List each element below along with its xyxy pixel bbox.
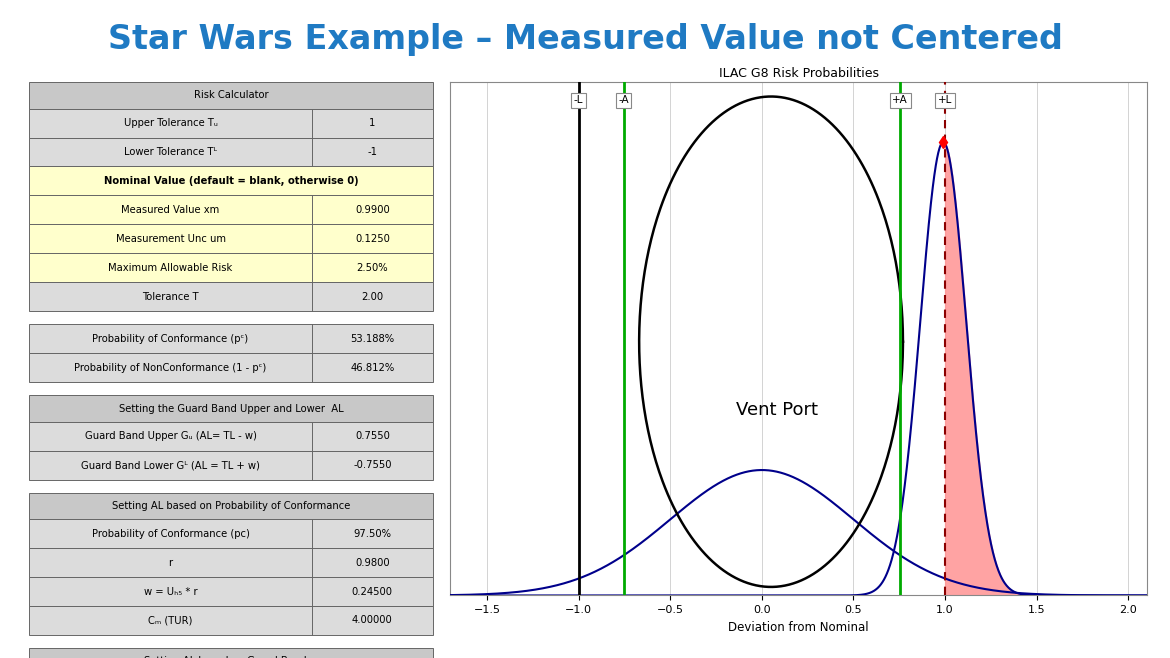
Bar xyxy=(29,519,433,548)
Text: 97.50%: 97.50% xyxy=(353,528,391,539)
Bar xyxy=(29,451,433,480)
Text: Setting the Guard Band Upper and Lower  AL: Setting the Guard Band Upper and Lower A… xyxy=(119,403,343,414)
Bar xyxy=(29,138,433,166)
Text: w = Uₕ₅ * r: w = Uₕ₅ * r xyxy=(144,586,198,597)
Text: 53.188%: 53.188% xyxy=(350,334,394,344)
Text: +L: +L xyxy=(938,95,952,105)
Bar xyxy=(29,195,433,224)
Text: 0.9800: 0.9800 xyxy=(355,557,390,568)
Bar xyxy=(29,606,433,635)
Text: +A: +A xyxy=(893,95,908,105)
Title: ILAC G8 Risk Probabilities: ILAC G8 Risk Probabilities xyxy=(718,66,879,80)
Text: Probability of Conformance (pᶜ): Probability of Conformance (pᶜ) xyxy=(92,334,248,344)
Bar xyxy=(29,577,433,606)
Text: -A: -A xyxy=(618,95,629,105)
Bar xyxy=(29,648,433,658)
Bar xyxy=(29,548,433,577)
Text: Guard Band Lower Gᴸ (AL = TL + w): Guard Band Lower Gᴸ (AL = TL + w) xyxy=(81,460,260,470)
Bar xyxy=(29,324,433,353)
Text: -0.7550: -0.7550 xyxy=(353,460,392,470)
Text: Nominal Value (default = blank, otherwise 0): Nominal Value (default = blank, otherwis… xyxy=(104,176,358,186)
Text: 2.00: 2.00 xyxy=(362,291,384,302)
X-axis label: Deviation from Nominal: Deviation from Nominal xyxy=(728,620,869,634)
Text: Upper Tolerance Tᵤ: Upper Tolerance Tᵤ xyxy=(124,118,218,128)
Bar xyxy=(29,109,433,138)
Text: 2.50%: 2.50% xyxy=(357,263,388,273)
Text: Star Wars Example – Measured Value not Centered: Star Wars Example – Measured Value not C… xyxy=(108,23,1062,56)
Text: r: r xyxy=(168,557,173,568)
Text: Setting AL based on Probability of Conformance: Setting AL based on Probability of Confo… xyxy=(112,501,350,511)
Text: 1: 1 xyxy=(370,118,376,128)
Text: Risk Calculator: Risk Calculator xyxy=(194,90,268,101)
Bar xyxy=(29,395,433,422)
Text: Tolerance T: Tolerance T xyxy=(143,291,199,302)
Bar xyxy=(29,282,433,311)
Text: Measurement Unc um: Measurement Unc um xyxy=(116,234,226,244)
Text: Measured Value xm: Measured Value xm xyxy=(122,205,220,215)
Bar xyxy=(29,253,433,282)
Text: 4.00000: 4.00000 xyxy=(352,615,393,626)
Text: 0.9900: 0.9900 xyxy=(355,205,390,215)
Text: Probability of NonConformance (1 - pᶜ): Probability of NonConformance (1 - pᶜ) xyxy=(75,363,267,373)
Text: Vent Port: Vent Port xyxy=(736,401,818,419)
Text: Setting AL based on Guard Band w: Setting AL based on Guard Band w xyxy=(144,656,318,658)
Bar xyxy=(29,166,433,195)
Text: Cₘ (TUR): Cₘ (TUR) xyxy=(149,615,193,626)
Text: -L: -L xyxy=(574,95,584,105)
Text: Guard Band Upper Gᵤ (AL= TL - w): Guard Band Upper Gᵤ (AL= TL - w) xyxy=(84,431,256,442)
Text: 46.812%: 46.812% xyxy=(350,363,394,373)
Bar xyxy=(29,422,433,451)
Bar xyxy=(29,82,433,109)
Text: 0.7550: 0.7550 xyxy=(355,431,390,442)
Bar xyxy=(29,224,433,253)
Text: Maximum Allowable Risk: Maximum Allowable Risk xyxy=(109,263,233,273)
Text: Lower Tolerance Tᴸ: Lower Tolerance Tᴸ xyxy=(124,147,216,157)
Text: 0.1250: 0.1250 xyxy=(355,234,390,244)
Text: -1: -1 xyxy=(367,147,378,157)
Text: 0.24500: 0.24500 xyxy=(352,586,393,597)
Text: Probability of Conformance (pc): Probability of Conformance (pc) xyxy=(91,528,249,539)
Bar xyxy=(29,353,433,382)
Bar xyxy=(29,493,433,519)
